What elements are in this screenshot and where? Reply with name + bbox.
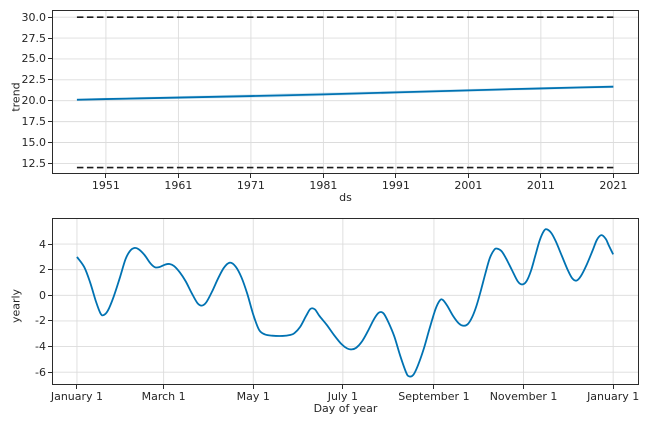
y-tick-mark xyxy=(48,243,52,245)
y-tick-mark xyxy=(48,142,52,143)
y-tick-mark xyxy=(48,294,52,296)
x-tick-mark xyxy=(395,174,397,178)
x-tick-label: September 1 xyxy=(398,390,470,403)
x-tick-mark xyxy=(252,385,254,389)
y-tick-mark xyxy=(48,100,52,102)
y-tick-label: 22.5 xyxy=(21,73,47,87)
y-tick-mark xyxy=(48,58,52,60)
x-tick-mark xyxy=(177,174,179,178)
x-tick-label: 1961 xyxy=(164,179,193,192)
x-tick-label: 2011 xyxy=(526,179,555,192)
y-tick-mark xyxy=(48,121,52,123)
x-tick-label: 2001 xyxy=(454,179,483,192)
yearly-xaxis-label: Day of year xyxy=(313,402,378,415)
x-tick-mark xyxy=(433,385,435,389)
y-tick-label: 2 xyxy=(39,263,46,277)
y-tick-mark xyxy=(48,371,52,373)
y-tick-label: 20.0 xyxy=(21,94,47,108)
x-tick-mark xyxy=(322,174,324,178)
x-tick-mark xyxy=(250,174,252,178)
y-tick-label: -2 xyxy=(35,314,46,328)
x-tick-mark xyxy=(540,174,542,178)
x-tick-label: 1991 xyxy=(381,179,410,192)
y-tick-label: 12.5 xyxy=(21,156,47,170)
y-tick-mark xyxy=(48,37,52,39)
yearly-axes xyxy=(52,218,639,385)
y-tick-mark xyxy=(48,320,52,322)
y-tick-mark xyxy=(48,79,52,81)
x-tick-label: November 1 xyxy=(489,390,558,403)
y-tick-mark xyxy=(48,269,52,271)
x-tick-mark xyxy=(163,385,165,389)
y-tick-label: 17.5 xyxy=(21,115,47,129)
trend-line xyxy=(76,85,614,101)
x-tick-label: January 1 xyxy=(50,390,104,403)
x-tick-label: 1971 xyxy=(236,179,265,192)
x-tick-label: July 1 xyxy=(327,390,358,403)
y-tick-mark xyxy=(48,346,52,348)
y-tick-label: 4 xyxy=(39,237,46,251)
x-tick-label: May 1 xyxy=(236,390,270,403)
x-tick-mark xyxy=(467,174,469,178)
y-tick-label: 0 xyxy=(39,288,46,302)
y-tick-label: -4 xyxy=(35,340,46,354)
y-tick-label: -6 xyxy=(35,365,46,379)
x-tick-label: 1981 xyxy=(309,179,338,192)
trend-xaxis-label: ds xyxy=(339,191,352,204)
y-tick-label: 15.0 xyxy=(21,136,47,149)
y-tick-mark xyxy=(48,16,52,18)
y-tick-label: 30.0 xyxy=(21,10,47,24)
trend-component-canvas xyxy=(53,11,638,173)
x-tick-mark xyxy=(523,385,525,389)
x-tick-mark xyxy=(342,385,344,389)
x-tick-label: 1951 xyxy=(91,179,120,192)
yearly-component-canvas xyxy=(53,219,638,384)
y-tick-mark xyxy=(48,162,52,164)
yearly-line xyxy=(76,228,614,378)
y-tick-label: 25.0 xyxy=(21,52,47,66)
x-tick-mark xyxy=(612,174,614,178)
y-tick-label: 27.5 xyxy=(21,31,47,45)
x-tick-mark xyxy=(105,174,107,178)
x-tick-mark xyxy=(612,385,614,389)
x-tick-label: January 1 xyxy=(587,390,640,403)
trend-axes xyxy=(52,10,639,174)
x-tick-label: 2021 xyxy=(599,179,628,192)
x-tick-label: March 1 xyxy=(141,390,186,403)
x-tick-mark xyxy=(76,385,78,389)
